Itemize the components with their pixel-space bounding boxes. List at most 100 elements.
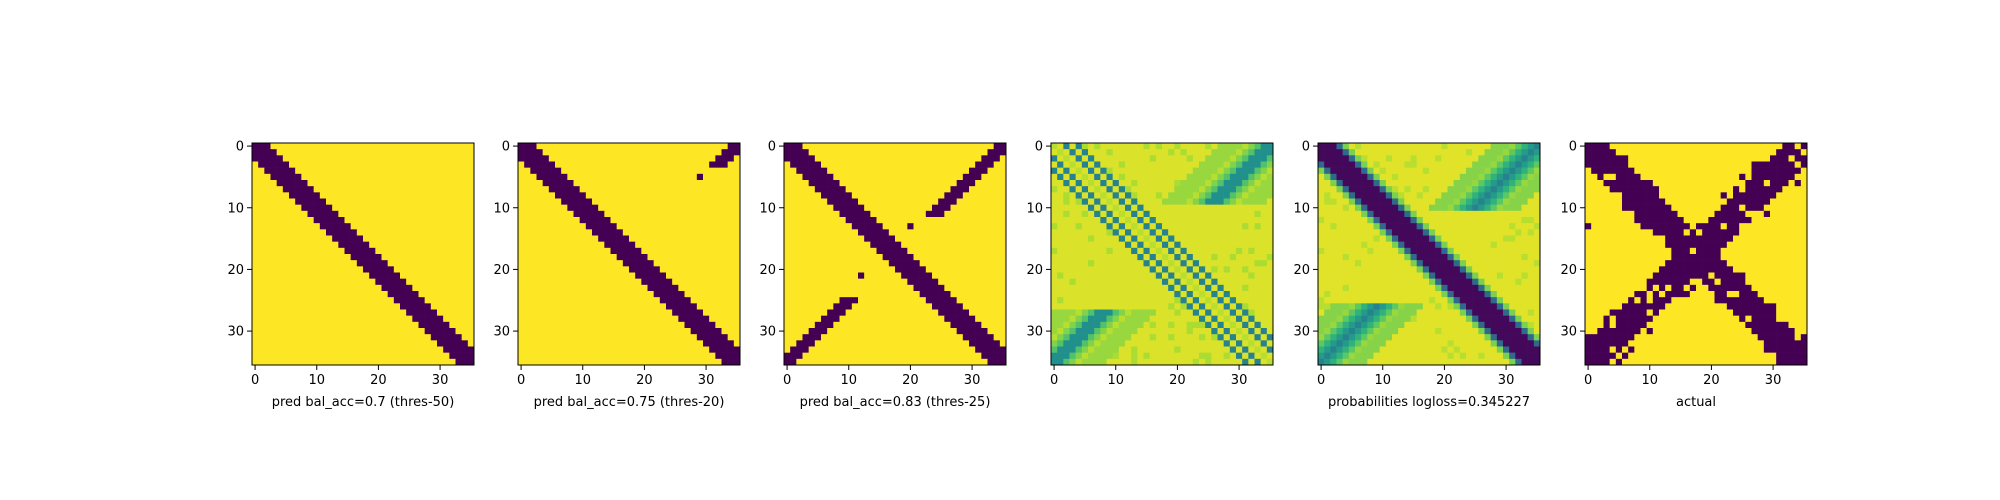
heatmap-cell [258,272,265,279]
heatmap-cell [715,358,722,366]
heatmap-cell [1266,284,1274,292]
heatmap-cell [1223,192,1231,199]
heatmap-cell [821,346,828,353]
heatmap-cell [790,284,797,292]
heatmap-cell [938,340,945,347]
heatmap-cell [424,204,432,212]
heatmap-cell [1088,266,1095,273]
heatmap-cell [1236,223,1243,230]
heatmap-cell [1205,309,1212,316]
heatmap-cell [666,161,673,168]
heatmap-cell [733,315,741,323]
heatmap-cell [907,173,914,181]
heatmap-cell [999,167,1007,175]
heatmap-cell [598,309,605,316]
heatmap-cell [536,223,543,230]
heatmap-cell [1248,284,1255,292]
heatmap-cell [808,143,816,150]
heatmap-cell [839,346,846,353]
heatmap-cell [252,217,259,224]
heatmap-cell [635,278,642,286]
heatmap-cell [1236,260,1243,267]
heatmap-cell [629,284,636,292]
heatmap-cell [839,161,846,168]
heatmap-cell [518,241,525,249]
heatmap-cell [530,198,537,205]
heatmap-cell [344,260,351,267]
heatmap-cell [987,149,994,156]
heatmap-cell [1125,217,1132,224]
heatmap-cell [975,328,982,335]
heatmap-cell [1118,278,1126,286]
heatmap-cell [579,247,587,255]
heatmap-cell [375,291,382,298]
heatmap-cell [455,229,462,236]
heatmap-cell [1223,254,1231,261]
heatmap-cell [276,204,284,212]
heatmap-cell [418,198,425,205]
heatmap-cell [629,278,636,286]
heatmap-cell [418,254,425,261]
heatmap-cell [1094,235,1101,242]
heatmap-cell [301,223,308,230]
heatmap-cell [1100,167,1107,175]
heatmap-cell [301,180,308,187]
heatmap-cell [944,149,951,156]
heatmap-cell [733,309,741,316]
heatmap-cell [1112,192,1120,199]
heatmap-cell [1168,198,1175,205]
heatmap-cell [1118,284,1126,292]
heatmap-cell [1254,291,1261,298]
heatmap-cell [733,278,741,286]
heatmap-cell [461,358,469,366]
heatmap-cell [919,198,927,205]
heatmap-cell [696,284,704,292]
heatmap-cell [598,297,605,304]
heatmap-cell [276,235,284,242]
heatmap-cell [733,303,741,310]
heatmap-cell [1174,272,1181,279]
heatmap-cell [282,309,290,316]
heatmap-cell [821,223,828,230]
heatmap-cell [592,328,599,335]
heatmap-cell [1088,204,1095,212]
heatmap-cell [258,192,265,199]
heatmap-cell [307,229,314,236]
heatmap-cell [833,266,840,273]
heatmap-cell [393,340,401,347]
heatmap-cell [536,340,543,347]
heatmap-cell [381,358,388,366]
heatmap-cell [264,328,271,335]
heatmap-cell [418,241,425,249]
heatmap-cell [1162,155,1169,162]
heatmap-cell [845,217,853,224]
heatmap-cell [938,278,945,286]
heatmap-cell [270,155,277,162]
heatmap-cell [461,340,469,347]
heatmap-cell [1180,186,1187,193]
heatmap-cell [1063,229,1070,236]
heatmap-cell [666,155,673,162]
heatmap-cell [641,204,648,212]
heatmap-cell [858,352,865,360]
heatmap-cell [666,223,673,230]
heatmap-cell [653,254,661,261]
heatmap-cell [418,143,425,150]
heatmap-cell [901,192,908,199]
heatmap-cell [1112,278,1120,286]
heatmap-cell [999,260,1007,267]
heatmap-cell [901,161,908,168]
heatmap-cell [530,161,537,168]
heatmap-cell [1229,210,1237,218]
heatmap-cell [548,284,556,292]
heatmap-cell [1205,284,1212,292]
heatmap-cell [387,198,395,205]
heatmap-cell [913,254,920,261]
heatmap-cell [270,303,277,310]
heatmap-cell [1112,266,1120,273]
heatmap-cell [733,192,741,199]
heatmap-cell [901,346,908,353]
heatmap-cell [1229,161,1237,168]
heatmap-cell [1205,173,1212,181]
heatmap-cell [684,223,691,230]
